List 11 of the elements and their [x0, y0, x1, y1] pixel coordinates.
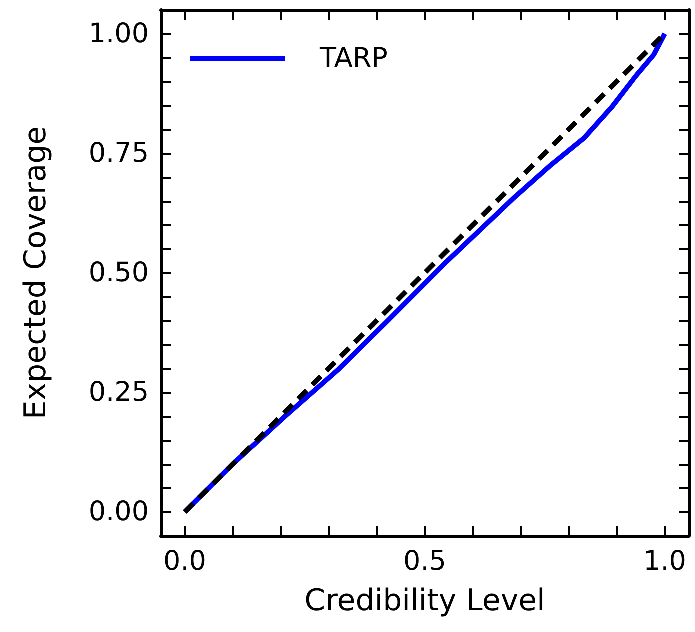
x-tick-label: 1.0	[644, 546, 686, 577]
y-tick-label: 0.00	[88, 496, 149, 528]
y-tick-label: 0.50	[88, 258, 149, 288]
y-tick-label: 0.25	[88, 377, 149, 408]
y-tick-label: 0.75	[88, 138, 149, 169]
x-tick-label: 0.5	[404, 546, 446, 577]
y-axis-title: Expected Coverage	[18, 126, 54, 420]
x-tick-label: 0.0	[164, 546, 206, 577]
legend-label: TARP	[319, 43, 388, 74]
x-axis-title: Credibility Level	[304, 584, 546, 618]
y-tick-label: 1.00	[88, 18, 149, 50]
